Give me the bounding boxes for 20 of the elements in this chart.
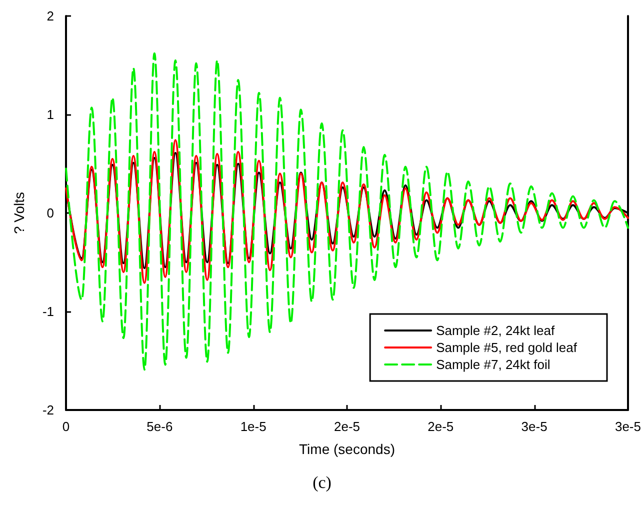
x-tick-label: 5e-6 bbox=[146, 419, 173, 434]
y-tick-label: -1 bbox=[42, 304, 54, 319]
x-tick-label: 3e-5 bbox=[521, 419, 548, 434]
x-tick-label: 0 bbox=[62, 419, 70, 434]
legend-label: Sample #5, red gold leaf bbox=[436, 340, 578, 355]
y-tick-label: 2 bbox=[46, 8, 54, 24]
legend-label: Sample #7, 24kt foil bbox=[436, 357, 550, 372]
y-tick-label: -2 bbox=[42, 402, 54, 418]
y-axis-title: ? Volts bbox=[11, 192, 27, 234]
text: (c) bbox=[312, 473, 332, 492]
y-tick-label: 1 bbox=[46, 107, 54, 122]
line-series bbox=[65, 139, 629, 284]
x-axis-title: Time (seconds) bbox=[299, 441, 395, 457]
line-series bbox=[65, 52, 629, 371]
x-tick-label: 2e-5 bbox=[334, 419, 360, 434]
x-tick-label: 1e-5 bbox=[240, 419, 266, 434]
x-tick-label: 3e-5 bbox=[614, 419, 642, 434]
legend-label: Sample #2, 24kt leaf bbox=[436, 323, 555, 338]
y-tick-label: 0 bbox=[46, 206, 54, 220]
x-tick-label: 2e-5 bbox=[428, 419, 454, 434]
